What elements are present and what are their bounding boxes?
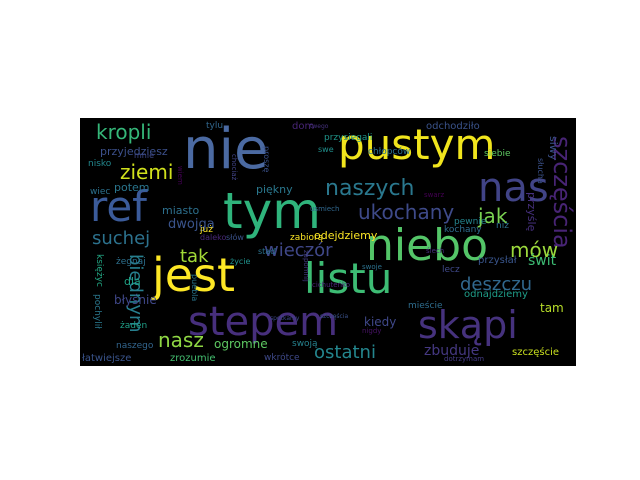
cloud-word: chociaż <box>230 154 238 181</box>
cloud-word: szczęście <box>512 347 559 358</box>
cloud-word: pustym <box>338 120 496 169</box>
cloud-word: kropli <box>96 120 152 144</box>
cloud-word: wiem <box>176 166 184 185</box>
cloud-word: dwojga <box>168 217 215 232</box>
cloud-word: życie <box>230 257 251 266</box>
cloud-word: naszych <box>325 176 415 201</box>
cloud-word: pewnie <box>454 217 487 227</box>
cloud-word: potem <box>114 181 150 194</box>
cloud-word: wieczór <box>264 240 333 261</box>
cloud-word: cichuteńko <box>312 281 351 289</box>
cloud-word: swe <box>318 145 334 154</box>
cloud-word: łatwiejsze <box>82 353 132 364</box>
cloud-word: nie <box>183 118 269 182</box>
cloud-word: usmiech <box>310 205 340 213</box>
cloud-word: przyślę <box>525 192 538 232</box>
cloud-word: jak <box>478 204 508 228</box>
cloud-word: miasto <box>162 204 200 217</box>
cloud-word: listu <box>304 254 393 303</box>
cloud-word: niż <box>496 221 509 231</box>
cloud-word: ostatni <box>314 342 376 363</box>
cloud-word: tak <box>180 246 209 267</box>
cloud-word: swoją <box>292 339 318 349</box>
cloud-word: puebla <box>190 274 199 302</box>
cloud-word: księżyc <box>94 254 104 287</box>
cloud-word: dla <box>124 275 141 288</box>
cloud-word: siwy <box>547 136 560 161</box>
cloud-word: deszczu <box>460 274 533 295</box>
cloud-word: żaden <box>120 321 148 331</box>
cloud-word: żegnaj <box>116 257 146 267</box>
cloud-word: już <box>200 225 213 235</box>
cloud-word: mnie <box>134 151 155 160</box>
cloud-word: dotrzymam <box>444 355 485 363</box>
cloud-word: piękny <box>256 183 293 196</box>
cloud-word: wkrótce <box>264 353 300 363</box>
cloud-word: swarz <box>424 191 445 199</box>
cloud-word: odchodziło <box>426 121 480 132</box>
cloud-word: kochany <box>444 225 482 235</box>
cloud-word: proszę <box>262 146 271 173</box>
cloud-word: przysiegali <box>324 133 373 143</box>
cloud-word: ziemi <box>120 160 174 184</box>
cloud-word: nasz <box>158 328 204 352</box>
cloud-word: błyśnie <box>114 293 157 307</box>
cloud-word: pochylił <box>92 294 102 329</box>
cloud-word: nigdy <box>362 327 382 335</box>
cloud-word: naszego <box>116 341 154 351</box>
cloud-word: swoje <box>362 263 382 271</box>
cloud-word: mieście <box>408 301 443 311</box>
cloud-word: ślech <box>426 247 445 255</box>
cloud-word: zapomnij <box>302 250 310 282</box>
cloud-word: ukochany <box>358 200 455 224</box>
cloud-word: twego <box>310 123 329 130</box>
cloud-word: lecz <box>442 265 460 275</box>
cloud-word: tylu <box>206 121 224 131</box>
cloud-word: ref <box>90 182 147 231</box>
cloud-word: siebie <box>484 149 511 159</box>
cloud-word: suchej <box>92 228 151 249</box>
cloud-word: zbuduje <box>424 343 480 359</box>
cloud-word: przysłał <box>478 255 517 266</box>
cloud-word: stepem <box>188 299 339 345</box>
cloud-word: nas <box>478 165 549 211</box>
word-cloud: nie pustym nas ref tym jest niebo listu stepem sk… <box>80 118 576 366</box>
cloud-word: słów <box>226 233 244 242</box>
cloud-word: ogromne <box>214 337 268 351</box>
cloud-word: zabiorą <box>290 233 324 243</box>
cloud-word: skąpi <box>418 303 518 347</box>
cloud-word: zrozumie <box>170 353 216 364</box>
cloud-word: kiedy <box>364 315 397 329</box>
cloud-word: tam <box>540 301 564 315</box>
cloud-word: szczęścia <box>320 313 349 320</box>
cloud-word: odejdziemy <box>314 229 378 242</box>
cloud-word: jest <box>152 248 236 302</box>
cloud-word: mów <box>510 238 559 262</box>
cloud-word: słucha <box>536 158 545 184</box>
cloud-word: przyjedziesz <box>100 145 168 158</box>
cloud-word: dom <box>292 121 315 132</box>
cloud-word: świt <box>528 253 557 269</box>
cloud-word: niebo <box>366 220 489 271</box>
cloud-word: tym <box>223 182 321 240</box>
cloud-word: odnajdziemy <box>464 289 528 300</box>
cloud-word: wiec <box>90 187 111 197</box>
cloud-word: nisko <box>88 159 112 169</box>
cloud-word: daleko <box>200 233 227 242</box>
cloud-word: chłopców <box>368 147 411 157</box>
cloud-word: spotkamy <box>270 315 300 322</box>
cloud-word: staď <box>258 247 276 256</box>
